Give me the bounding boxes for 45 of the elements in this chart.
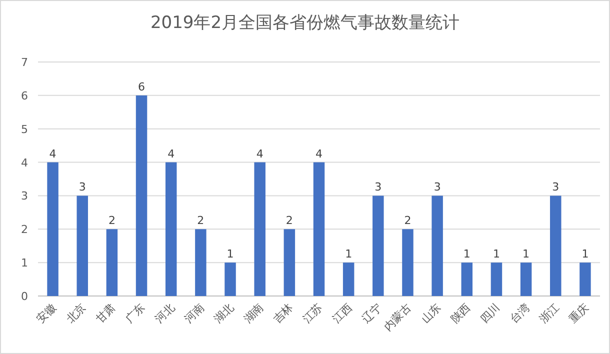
data-label: 1 (582, 248, 589, 261)
data-label: 4 (316, 147, 322, 160)
data-label: 2 (286, 214, 293, 228)
y-tick-label: 6 (21, 89, 28, 102)
x-tick-label: 湖南 (241, 300, 266, 326)
data-label: 3 (552, 180, 560, 194)
y-tick-label: 1 (21, 256, 28, 270)
y-tick-label: 2 (21, 223, 28, 236)
x-tick-label: 湖北 (212, 300, 236, 326)
data-label: 1 (522, 248, 530, 261)
data-label: 1 (226, 248, 234, 261)
data-label: 2 (404, 214, 412, 228)
x-tick-label: 陕西 (448, 300, 474, 326)
x-tick-label: 安徽 (34, 300, 59, 326)
title: 2019年2月全国各省份燃气事故数量统计 (150, 13, 460, 33)
data-label: 4 (49, 147, 56, 160)
x-tick-label: 浙江 (537, 300, 562, 326)
data-label: 6 (138, 80, 146, 94)
data-label: 2 (108, 214, 116, 228)
data-label: 2 (197, 214, 204, 228)
x-tick-label: 重庆 (566, 300, 592, 326)
data-label: 1 (492, 248, 500, 261)
y-tick-label: 0 (21, 290, 28, 303)
data-label: 1 (345, 248, 352, 261)
y-tick-label: 5 (21, 122, 28, 136)
data-label: 3 (434, 180, 441, 194)
x-tick-label: 河北 (152, 300, 178, 326)
x-tick-label: 甘肃 (93, 300, 118, 326)
x-tick-label: 河南 (182, 300, 207, 326)
x-tick-label: 台湾 (507, 300, 532, 326)
x-tick-label: 广东 (122, 300, 148, 326)
x-tick-label: 江苏 (300, 300, 326, 326)
x-tick-label: 山东 (418, 300, 444, 326)
x-tick-label: 四川 (478, 300, 503, 326)
y-tick-label: 7 (21, 56, 28, 69)
data-label: 4 (168, 147, 175, 160)
y-tick-label: 3 (21, 190, 28, 203)
x-tick-label: 北京 (64, 300, 88, 326)
data-label: 3 (78, 180, 86, 194)
data-label: 4 (256, 147, 264, 160)
data-label: 3 (374, 180, 382, 194)
x-tick-label: 江西 (330, 300, 355, 326)
y-tick-label: 4 (21, 156, 28, 170)
x-tick-label: 吉林 (270, 300, 296, 326)
data-label: 1 (463, 248, 470, 261)
